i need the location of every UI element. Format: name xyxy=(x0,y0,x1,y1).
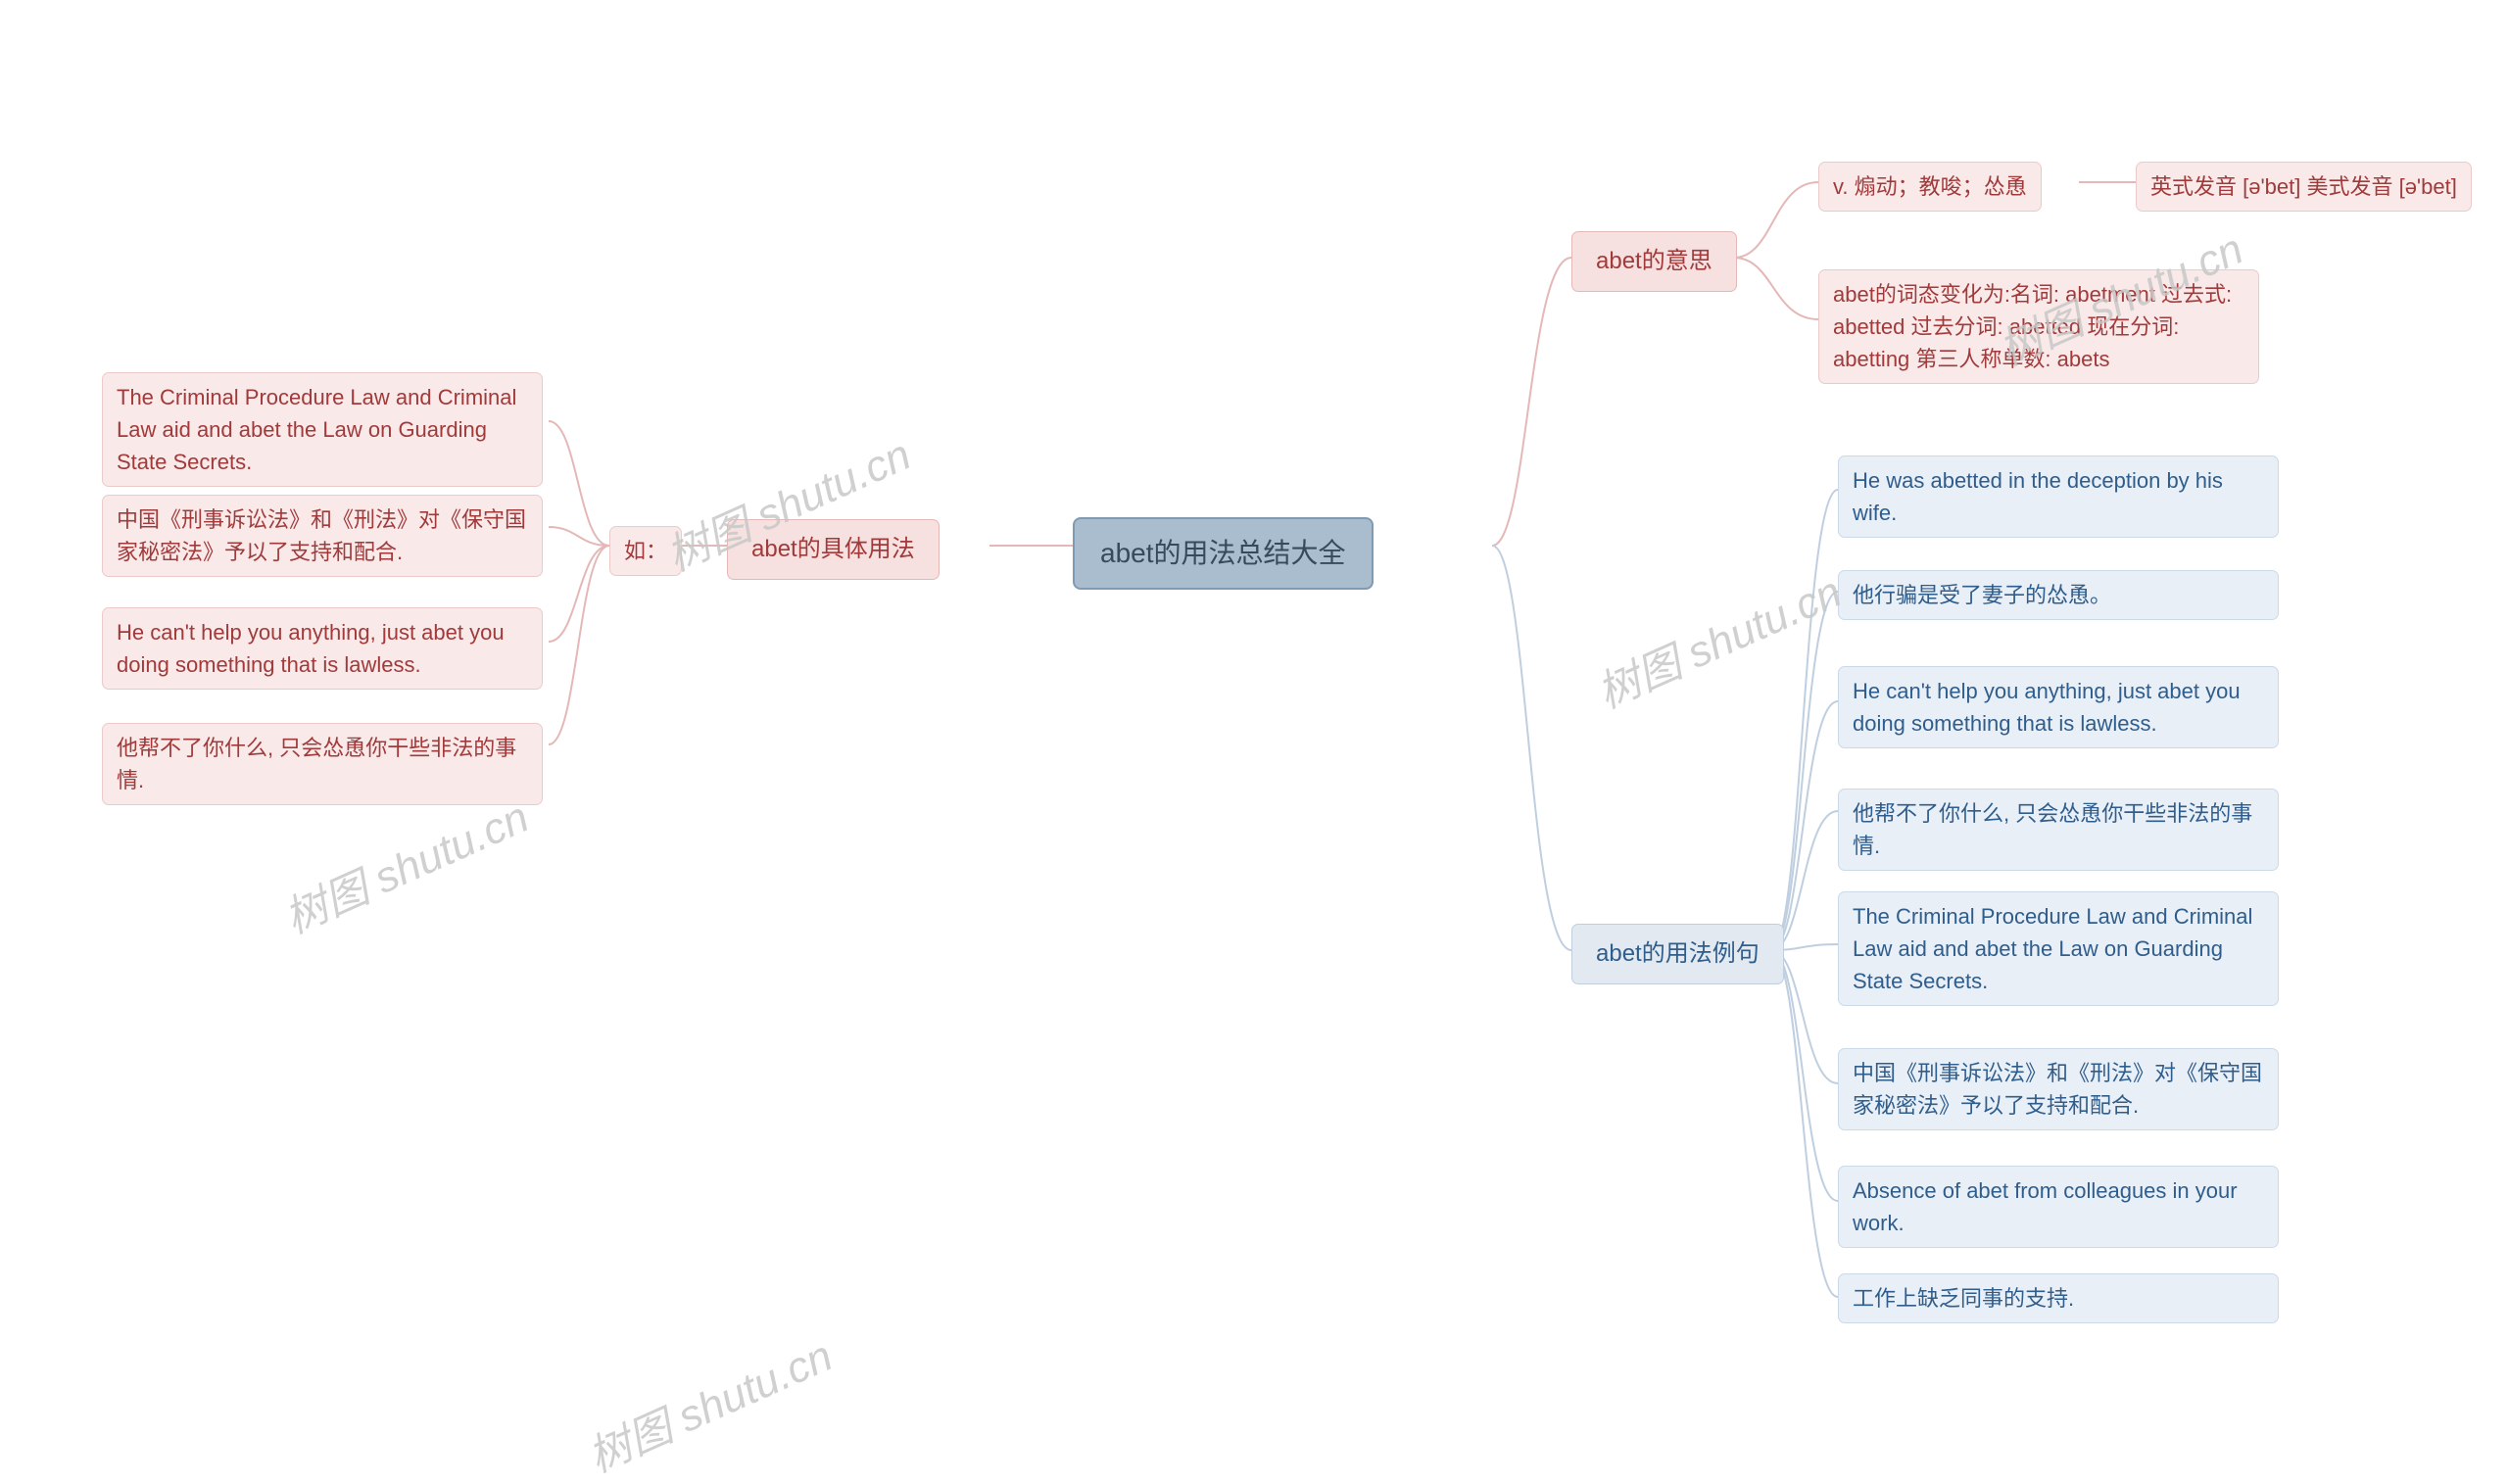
leaf-usage-item-3: 他帮不了你什么, 只会怂恿你干些非法的事情. xyxy=(102,723,543,805)
leaf-usage-item-1: 中国《刑事诉讼法》和《刑法》对《保守国家秘密法》予以了支持和配合. xyxy=(102,495,543,577)
leaf-example-1: 他行骗是受了妻子的怂恿。 xyxy=(1838,570,2279,620)
branch-examples[interactable]: abet的用法例句 xyxy=(1571,924,1784,984)
leaf-example-3: 他帮不了你什么, 只会怂恿你干些非法的事情. xyxy=(1838,789,2279,871)
watermark-2: 树图 shutu.cn xyxy=(273,783,538,946)
leaf-example-7: 工作上缺乏同事的支持. xyxy=(1838,1273,2279,1323)
leaf-example-5: 中国《刑事诉讼法》和《刑法》对《保守国家秘密法》予以了支持和配合. xyxy=(1838,1048,2279,1130)
leaf-example-4: The Criminal Procedure Law and Criminal … xyxy=(1838,891,2279,1006)
branch-usage[interactable]: abet的具体用法 xyxy=(727,519,940,580)
watermark-5: 树图 shutu.cn xyxy=(577,1321,842,1484)
leaf-example-0: He was abetted in the deception by his w… xyxy=(1838,455,2279,538)
leaf-meaning-pron: 英式发音 [ə'bet] 美式发音 [ə'bet] xyxy=(2136,162,2472,212)
root-node[interactable]: abet的用法总结大全 xyxy=(1073,517,1374,590)
leaf-meaning-def: v. 煽动；教唆；怂恿 xyxy=(1818,162,2042,212)
branch-meaning[interactable]: abet的意思 xyxy=(1571,231,1737,292)
leaf-usage-hint: 如： xyxy=(609,526,682,576)
leaf-usage-item-2: He can't help you anything, just abet yo… xyxy=(102,607,543,690)
leaf-example-2: He can't help you anything, just abet yo… xyxy=(1838,666,2279,748)
leaf-meaning-tense: abet的词态变化为:名词: abetment 过去式: abetted 过去分… xyxy=(1818,269,2259,384)
leaf-usage-item-0: The Criminal Procedure Law and Criminal … xyxy=(102,372,543,487)
leaf-example-6: Absence of abet from colleagues in your … xyxy=(1838,1166,2279,1248)
watermark-3: 树图 shutu.cn xyxy=(1586,557,1851,721)
